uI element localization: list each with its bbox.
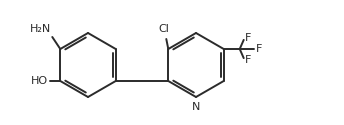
Text: F: F: [245, 33, 251, 43]
Text: H₂N: H₂N: [30, 24, 51, 34]
Text: F: F: [245, 55, 251, 65]
Text: F: F: [256, 44, 262, 54]
Text: N: N: [192, 102, 200, 112]
Text: Cl: Cl: [159, 24, 170, 34]
Text: HO: HO: [31, 76, 48, 86]
